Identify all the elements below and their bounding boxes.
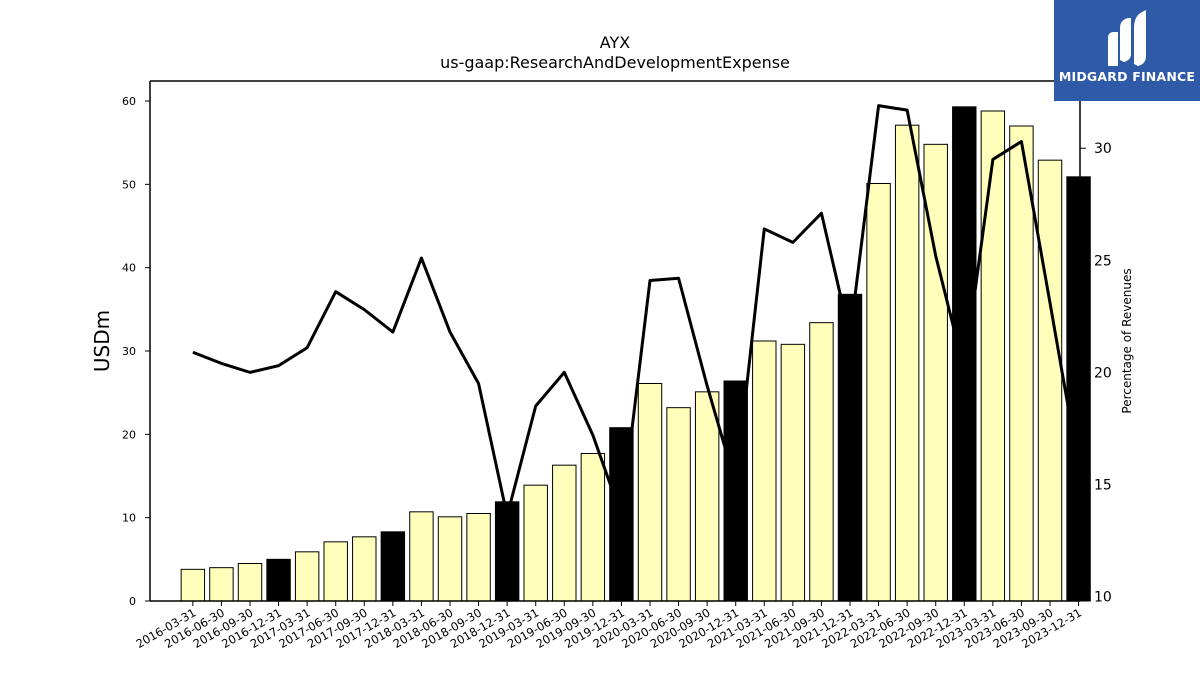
y-tick-label: 0 bbox=[129, 595, 136, 608]
logo-text: MIDGARD FINANCE bbox=[1058, 69, 1196, 84]
y2-tick-label: 30 bbox=[1094, 141, 1112, 157]
bar bbox=[809, 322, 834, 602]
bar bbox=[209, 567, 234, 602]
brand-logo: MIDGARD FINANCE bbox=[1054, 0, 1200, 101]
y-tick-label: 30 bbox=[122, 345, 136, 358]
bar bbox=[294, 551, 320, 602]
y2-tick-label: 15 bbox=[1094, 477, 1112, 493]
bar bbox=[694, 391, 720, 602]
bar bbox=[866, 183, 891, 602]
y2-tick-label: 25 bbox=[1094, 253, 1112, 269]
y-tick-label: 60 bbox=[122, 95, 136, 108]
bar bbox=[580, 453, 606, 602]
bar bbox=[837, 293, 863, 602]
bar bbox=[752, 340, 777, 602]
percentage-line bbox=[192, 104, 1081, 518]
bar bbox=[523, 484, 548, 602]
bar bbox=[409, 511, 434, 602]
y-axis-label: USDm bbox=[90, 310, 114, 372]
bar bbox=[1037, 159, 1063, 602]
bar bbox=[1009, 125, 1034, 602]
y-tick-label: 10 bbox=[122, 512, 136, 525]
midgard-logo-icon bbox=[1108, 10, 1146, 66]
bar bbox=[980, 110, 1006, 602]
bar bbox=[637, 383, 663, 602]
bar bbox=[266, 558, 291, 602]
y2-tick-label: 20 bbox=[1094, 365, 1112, 381]
bar bbox=[380, 531, 406, 602]
line-series bbox=[192, 104, 1081, 518]
bar bbox=[666, 407, 691, 602]
bar bbox=[352, 536, 377, 602]
bar bbox=[1066, 176, 1091, 602]
chart-subtitle: us-gaap:ResearchAndDevelopmentExpense bbox=[440, 53, 790, 72]
bar bbox=[552, 464, 577, 602]
bar bbox=[437, 516, 463, 602]
y2-axis-label: Percentage of Revenues bbox=[1120, 268, 1134, 413]
y-tick-label: 40 bbox=[122, 262, 136, 275]
bar bbox=[466, 513, 491, 602]
y-tick-label: 50 bbox=[122, 178, 136, 191]
bar bbox=[894, 124, 920, 602]
bar bbox=[180, 568, 206, 602]
y2-tick-label: 10 bbox=[1094, 590, 1112, 606]
bar bbox=[323, 541, 348, 602]
chart-title: AYX bbox=[600, 33, 630, 52]
bar bbox=[780, 343, 806, 602]
bar bbox=[952, 106, 977, 602]
bar-series bbox=[180, 106, 1091, 602]
y-tick-label: 20 bbox=[122, 428, 136, 441]
bar bbox=[237, 563, 263, 602]
